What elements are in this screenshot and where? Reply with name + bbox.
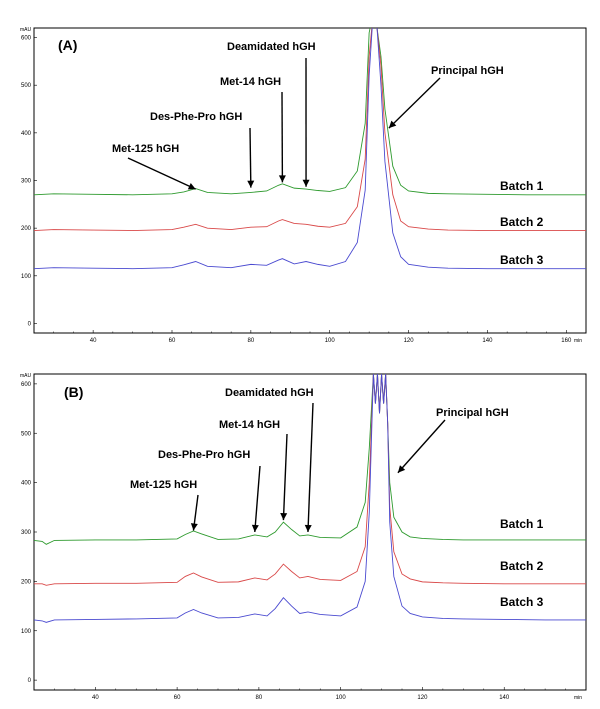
peak-annotation-label: Met-125 hGH — [130, 479, 197, 491]
x-tick-label: 100 — [336, 695, 347, 701]
panel-label: (B) — [64, 384, 83, 400]
peak-annotation-label: Des-Phe-Pro hGH — [150, 111, 242, 123]
annotation-arrow-shaft — [397, 419, 446, 474]
x-tick-label: 100 — [325, 338, 336, 344]
annotation-arrow-shaft — [388, 77, 441, 129]
y-tick-label: 400 — [21, 481, 32, 487]
annotation-arrow-shaft — [249, 127, 252, 188]
x-tick-label: 80 — [256, 695, 263, 701]
x-tick-label: 140 — [482, 338, 493, 344]
y-tick-label: 400 — [21, 131, 32, 137]
x-tick-label: 80 — [248, 338, 255, 344]
y-tick-label: 200 — [21, 579, 32, 585]
peak-annotation-label: Principal hGH — [436, 407, 509, 419]
y-tick-label: 200 — [21, 226, 32, 232]
x-axis-unit: min — [574, 695, 582, 701]
annotation-arrow-head — [302, 179, 310, 187]
y-tick-label: 300 — [21, 179, 32, 185]
panel-label: (A) — [58, 37, 77, 53]
peak-annotation-label: Met-14 hGH — [220, 76, 281, 88]
batch-label-2: Batch 2 — [500, 559, 544, 573]
series-line-batch-2 — [34, 374, 586, 586]
annotation-arrow-head — [278, 175, 286, 183]
annotation-arrow-shaft — [127, 157, 196, 190]
series-line-batch-2 — [34, 28, 586, 231]
annotation-arrow-head — [304, 524, 312, 532]
x-tick-label: 160 — [561, 338, 572, 344]
series-line-batch-3 — [34, 374, 586, 623]
peak-annotation-label: Des-Phe-Pro hGH — [158, 449, 250, 461]
chart-panel-a: 0 100 200 300 400 500 600 mAU 40 60 80 100 120 140 160… — [20, 27, 587, 344]
y-tick-label: 100 — [21, 629, 32, 635]
x-tick-label: 40 — [92, 695, 99, 701]
annotation-arrow-shaft — [254, 465, 261, 533]
annotation-arrow-head — [247, 180, 255, 188]
y-axis-unit: mAU — [20, 27, 32, 33]
chart-panel-b: 0 100 200 300 400 500 600 mAU 40 60 80 100 120 140 min… — [20, 373, 587, 701]
annotation-arrow-shaft — [282, 433, 288, 521]
batch-label-1: Batch 1 — [500, 179, 544, 193]
peak-annotation-label: Met-14 hGH — [219, 419, 280, 431]
x-tick-label: 60 — [174, 695, 181, 701]
annotation-arrow-head — [397, 465, 406, 473]
peak-annotation-label: Deamidated hGH — [227, 41, 316, 53]
plot-frame — [33, 373, 587, 691]
annotation-arrow-head — [187, 182, 196, 190]
annotation-arrow-head — [251, 524, 259, 532]
annotation-arrow-head — [190, 523, 198, 531]
batch-label-2: Batch 2 — [500, 215, 544, 229]
y-tick-label: 600 — [21, 36, 32, 42]
x-tick-label: 60 — [169, 338, 176, 344]
x-tick-label: 140 — [499, 695, 510, 701]
annotation-arrow-shaft — [307, 402, 314, 533]
y-tick-label: 600 — [21, 382, 32, 388]
annotation-arrow-head — [388, 120, 397, 129]
peak-annotation-label: Met-125 hGH — [112, 143, 179, 155]
peak-annotation-label: Deamidated hGH — [225, 387, 314, 399]
batch-label-3: Batch 3 — [500, 253, 544, 267]
series-line-batch-1 — [34, 28, 586, 196]
series-line-batch-1 — [34, 374, 586, 545]
y-tick-label: 300 — [21, 530, 32, 536]
batch-label-3: Batch 3 — [500, 595, 544, 609]
x-tick-label: 40 — [90, 338, 97, 344]
x-tick-label: 120 — [417, 695, 428, 701]
x-tick-label: 120 — [404, 338, 415, 344]
y-axis-unit: mAU — [20, 373, 32, 379]
x-axis-unit: min — [574, 338, 582, 344]
y-tick-label: 100 — [21, 274, 32, 280]
y-tick-label: 0 — [28, 678, 32, 684]
peak-annotation-label: Principal hGH — [431, 65, 504, 77]
series-line-batch-3 — [34, 28, 586, 270]
y-tick-label: 500 — [21, 431, 32, 437]
y-tick-label: 0 — [28, 321, 32, 327]
batch-label-1: Batch 1 — [500, 517, 544, 531]
annotation-arrow-head — [280, 513, 288, 521]
y-tick-label: 500 — [21, 83, 32, 89]
